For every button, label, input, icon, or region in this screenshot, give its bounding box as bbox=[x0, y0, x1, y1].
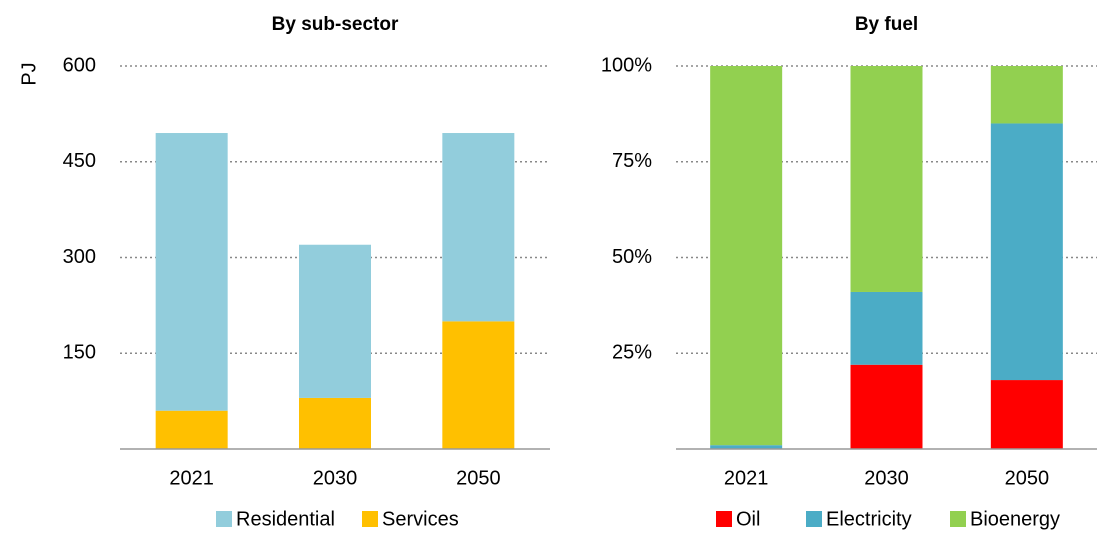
bar-segment bbox=[155, 410, 228, 449]
bar-segment bbox=[990, 123, 1063, 381]
y-tick-label: 150 bbox=[63, 342, 96, 364]
chart-title: By fuel bbox=[855, 14, 918, 35]
bar-segment bbox=[155, 133, 228, 411]
legend-label: Oil bbox=[736, 508, 760, 530]
bar-segment bbox=[850, 364, 923, 449]
bar-segment bbox=[710, 66, 783, 446]
x-tick-label: 2050 bbox=[456, 467, 501, 489]
bar-segment bbox=[990, 380, 1063, 449]
bar-segment bbox=[850, 66, 923, 292]
legend-swatch bbox=[716, 511, 732, 527]
y-tick-label: 25% bbox=[612, 342, 652, 364]
x-tick-label: 2021 bbox=[169, 467, 214, 489]
bar-segment bbox=[850, 291, 923, 365]
legend-label: Bioenergy bbox=[970, 508, 1060, 530]
x-tick-label: 2050 bbox=[1005, 467, 1050, 489]
y-tick-label: 75% bbox=[612, 150, 652, 172]
bar-segment bbox=[442, 321, 515, 449]
x-tick-label: 2030 bbox=[864, 467, 909, 489]
bar-segment bbox=[710, 445, 783, 449]
x-tick-label: 2021 bbox=[724, 467, 769, 489]
chart-title: By sub-sector bbox=[272, 14, 399, 35]
y-tick-label: 100% bbox=[601, 54, 652, 76]
y-tick-label: 300 bbox=[63, 246, 96, 268]
bar-segment bbox=[990, 66, 1063, 124]
y-tick-label: 450 bbox=[63, 150, 96, 172]
legend-swatch bbox=[362, 511, 378, 527]
x-tick-label: 2030 bbox=[313, 467, 358, 489]
legend-label: Electricity bbox=[826, 508, 912, 530]
legend-swatch bbox=[806, 511, 822, 527]
legend-label: Services bbox=[382, 508, 459, 530]
y-tick-label: 600 bbox=[63, 54, 96, 76]
legend-swatch bbox=[950, 511, 966, 527]
bar-segment bbox=[442, 133, 515, 322]
bar-segment bbox=[299, 244, 371, 398]
y-axis-label: PJ bbox=[18, 62, 40, 85]
y-tick-label: 50% bbox=[612, 246, 652, 268]
legend-swatch bbox=[216, 511, 232, 527]
bar-segment bbox=[299, 397, 371, 449]
legend-label: Residential bbox=[236, 508, 335, 530]
